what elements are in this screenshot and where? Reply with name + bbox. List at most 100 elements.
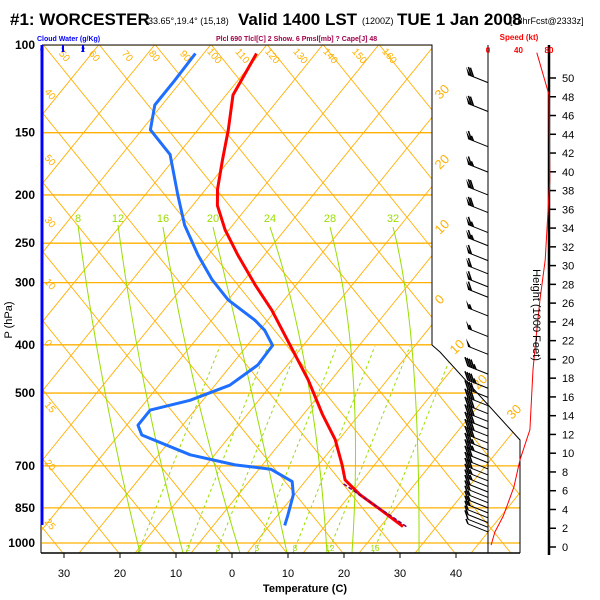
x-tick-label: 0: [229, 568, 235, 580]
wind-barb-full: [466, 419, 471, 430]
wind-barb-full: [464, 480, 469, 490]
wind-barb-full: [467, 95, 473, 106]
isotherm: [78, 45, 491, 553]
wind-barb-full: [468, 440, 473, 451]
title-date: TUE 1 Jan 2008: [397, 10, 522, 29]
wind-barb-half: [470, 135, 475, 142]
cloud-water-label: Cloud Water (g/Kg): [37, 36, 100, 43]
isotherm: [42, 45, 155, 553]
speed-tick-label: 40: [514, 46, 523, 55]
dry-adiabat: [0, 45, 7, 553]
isotherm: [414, 45, 520, 553]
mixing-ratio-label: 3: [216, 544, 221, 553]
wind-barb-full: [468, 459, 473, 469]
wind-barb-half: [468, 304, 473, 310]
wind-barb-full: [464, 356, 469, 367]
y-tick-label: 1000: [8, 536, 35, 550]
dewpoint-line: [136, 52, 295, 526]
wind-barb-full: [466, 371, 471, 382]
wind-barb-full: [470, 398, 475, 409]
wind-barb-full: [468, 390, 473, 400]
wind-barb-staff: [467, 488, 489, 498]
wind-barb-half: [467, 500, 471, 506]
indices-text: Plcl 690 Tlcl[C] 2 Show. 6 Pmsl[mb] ? Ca…: [216, 36, 377, 43]
wind-barb: [464, 490, 489, 509]
height-tick-label: 20: [562, 354, 574, 366]
wind-barb: [466, 66, 489, 84]
dry-adiabat: [42, 45, 120, 553]
wind-barb-full: [468, 405, 473, 416]
isotherm: [358, 45, 520, 553]
wind-barb-full: [466, 470, 471, 480]
wind-barb-staff: [467, 509, 489, 519]
theta-label: 60: [86, 49, 102, 65]
wind-barb-half: [470, 221, 475, 227]
isotherm: [42, 45, 323, 553]
y-tick-label: 150: [15, 126, 35, 140]
wind-barb-pennant: [466, 244, 471, 254]
wind-barb-half: [469, 474, 473, 481]
wind-barb-full: [467, 229, 473, 240]
wind-barb-pennant: [466, 229, 471, 239]
wind-barb-full: [468, 453, 473, 463]
dry-adiabat: [42, 45, 400, 553]
background-grid: [0, 45, 520, 553]
wind-barb-pennant: [466, 196, 471, 206]
isotherm: [134, 45, 520, 553]
wind-barb: [464, 495, 489, 514]
wind-barb-full: [467, 66, 473, 77]
wind-barb-full: [469, 197, 475, 207]
height-tick-label: 14: [562, 411, 574, 423]
wind-barb: [466, 270, 489, 288]
title-valid: Valid 1400 LST: [238, 10, 358, 29]
wind-barb-staff: [467, 483, 489, 493]
wind-barb-full: [470, 414, 475, 424]
moist-adiabat-label: 16: [157, 213, 169, 225]
isotherm-label-left: 40: [42, 87, 58, 103]
height-tick-label: 50: [562, 73, 574, 85]
isotherm-label-right: 20: [432, 151, 453, 172]
isotherm: [42, 45, 211, 553]
wind-barb-full: [470, 390, 475, 401]
height-tick-label: 0: [562, 542, 568, 554]
x-tick-label: 40: [450, 568, 462, 580]
wind-barb-pennant: [466, 95, 471, 105]
parcel-line: [342, 482, 407, 528]
dry-adiabat: [491, 45, 520, 553]
wind-barb-pennant: [466, 281, 471, 291]
wind-barb-full: [464, 371, 469, 381]
wind-barb-full: [466, 464, 471, 474]
wind-barb-full: [467, 216, 473, 227]
isotherm: [246, 45, 520, 553]
isotherm-label-left: 0: [42, 338, 54, 350]
wind-barb-half: [473, 378, 477, 384]
wind-barb: [466, 338, 489, 355]
isotherm: [302, 45, 520, 553]
height-tick-label: 18: [562, 373, 574, 385]
wind-barb-half: [467, 490, 471, 496]
isotherm-label-right: 30: [432, 81, 453, 102]
wind-barb: [466, 244, 489, 262]
wind-barb-staff: [467, 345, 489, 355]
wind-barb: [464, 500, 489, 519]
moist-adiabat-label: 24: [264, 213, 276, 225]
wind-barb: [466, 299, 489, 317]
wind-barb-pennant: [466, 270, 471, 281]
theta-label: 80: [146, 49, 162, 65]
wind-barb-full: [468, 447, 473, 457]
wind-barb-half: [471, 445, 475, 452]
y-tick-label: 700: [15, 459, 35, 473]
wind-barb-full: [466, 404, 471, 415]
wind-barb: [466, 196, 489, 214]
mixing-ratio-label: 12: [326, 544, 335, 553]
wind-barb-pennant: [466, 156, 471, 166]
moist-adiabat-label: 20: [207, 213, 219, 225]
wind-barb-full: [464, 380, 469, 390]
moist-adiabat: [212, 226, 288, 553]
x-tick-label: 20: [114, 568, 126, 580]
wind-barb: [466, 178, 489, 196]
height-axis-title: Height (1000 Feet): [530, 269, 542, 361]
x-tick-label: 30: [394, 568, 406, 580]
isotherm-label-right: 10: [432, 216, 453, 237]
dry-adiabat: [42, 45, 288, 553]
